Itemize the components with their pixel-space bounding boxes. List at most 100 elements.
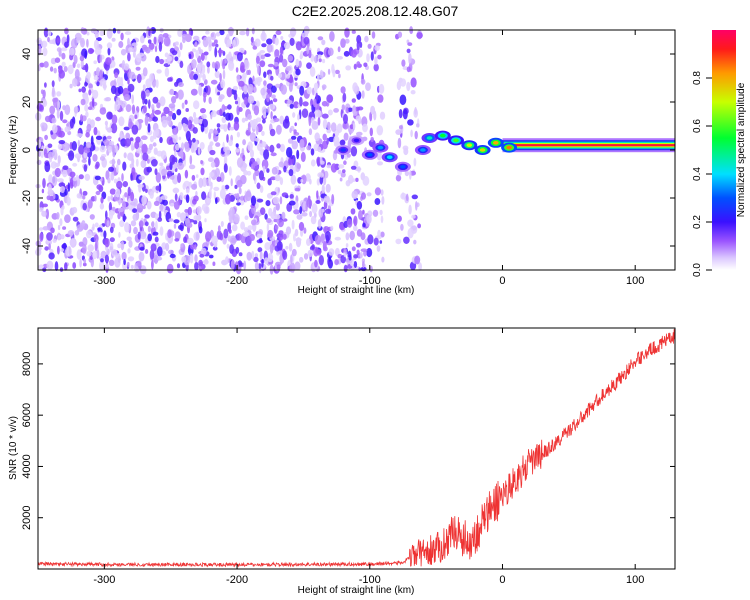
spectrogram-noise-cell bbox=[256, 143, 263, 152]
spectrogram-noise-cell bbox=[352, 111, 358, 116]
spectrogram-noise-cell bbox=[149, 135, 154, 143]
spectrogram-noise-cell bbox=[145, 89, 150, 97]
chart-title: C2E2.2025.208.12.48.G07 bbox=[292, 3, 459, 19]
spectrogram-noise-cell bbox=[315, 249, 322, 255]
spectrogram-noise-cell bbox=[190, 244, 196, 250]
spectrogram-noise-cell bbox=[72, 78, 78, 87]
spectrogram-noise-cell bbox=[61, 52, 66, 60]
spectrogram-noise-cell bbox=[263, 149, 270, 160]
colorbar-tick-label: 0.6 bbox=[692, 119, 703, 133]
spectrogram-noise-cell bbox=[229, 244, 235, 255]
spectrogram-noise-cell bbox=[82, 243, 87, 255]
spectrogram-noise-cell bbox=[69, 83, 73, 89]
spectrogram-noise-cell bbox=[270, 111, 273, 120]
spectrogram-noise-cell bbox=[106, 135, 112, 140]
spectrogram-noise-cell bbox=[351, 190, 358, 200]
spectrogram-noise-cell bbox=[314, 234, 322, 245]
spectrogram-noise-cell bbox=[151, 259, 154, 270]
spectrogram-noise-cell bbox=[291, 135, 297, 140]
spectrogram-noise-cell bbox=[136, 202, 144, 213]
spectrogram-noise-cell bbox=[279, 53, 284, 63]
spectrogram-noise-cell bbox=[374, 45, 380, 51]
spectrogram-noise-cell bbox=[194, 261, 199, 271]
spectrogram-noise-cell bbox=[168, 218, 174, 222]
spectrogram-noise-cell bbox=[96, 81, 100, 87]
spectrogram-noise-cell bbox=[46, 195, 52, 201]
spectrogram-noise-cell bbox=[97, 130, 101, 138]
spectrogram-noise-cell bbox=[192, 198, 197, 205]
spectrogram-noise-cell bbox=[326, 164, 332, 169]
spectrogram-noise-cell bbox=[64, 27, 69, 35]
spectrogram-noise-cell bbox=[187, 206, 192, 216]
spectrogram-noise-cell bbox=[210, 32, 214, 38]
spectrogram-noise-cell bbox=[321, 39, 326, 46]
spectrogram-noise-cell bbox=[184, 209, 189, 213]
spectrogram-noise-cell bbox=[212, 246, 218, 251]
spectrogram-noise-cell bbox=[311, 244, 315, 250]
spectrogram-noise-cell bbox=[144, 98, 148, 105]
spectrogram-noise-cell bbox=[236, 179, 243, 188]
spectrogram-noise-cell bbox=[105, 57, 112, 65]
spectrogram-noise-cell bbox=[162, 33, 169, 38]
spectrogram-noise-cell bbox=[286, 147, 293, 158]
spectrogram-noise-cell bbox=[188, 164, 196, 170]
spectrogram-noise-cell bbox=[295, 68, 301, 76]
spectrogram-noise-cell bbox=[76, 193, 82, 199]
spectrogram-noise-cell bbox=[50, 161, 57, 169]
spectrogram-frame bbox=[37, 29, 676, 271]
spectrogram-noise-cell bbox=[178, 224, 184, 230]
spectrogram-noise-cell bbox=[236, 105, 240, 116]
spectrogram-ridge-blob bbox=[493, 141, 499, 145]
spectrogram-noise-cell bbox=[266, 93, 270, 103]
spectrogram-noise-cell bbox=[100, 250, 107, 259]
spectrogram-noise-cell bbox=[317, 54, 322, 59]
spectrogram-noise-cell bbox=[107, 145, 112, 153]
spectrogram-noise-cell bbox=[298, 221, 305, 231]
spectrogram-noise-cell bbox=[37, 139, 42, 149]
spectrogram-noise-cell bbox=[277, 187, 280, 193]
spectrogram-noise-cell bbox=[127, 78, 130, 85]
spectrogram-noise-cell bbox=[245, 27, 250, 37]
spectrogram-noise-cell bbox=[172, 127, 179, 135]
spectrogram-noise-cell bbox=[143, 105, 147, 114]
spectrogram-noise-cell bbox=[264, 242, 271, 251]
spectrogram-noise-cell bbox=[269, 128, 276, 137]
spectrogram-noise-cell bbox=[411, 194, 418, 200]
spectrogram-noise-cell bbox=[58, 140, 66, 145]
spectrogram-noise-cell bbox=[243, 170, 249, 176]
spectrogram-noise-cell bbox=[39, 227, 43, 231]
spectrogram-noise-cell bbox=[109, 246, 113, 251]
spectrogram-noise-cell bbox=[266, 223, 270, 232]
spectrogram-noise-cell bbox=[49, 157, 52, 163]
spectrogram-noise-cell bbox=[56, 37, 61, 44]
spectrogram-noise-cell bbox=[142, 152, 149, 162]
spectrogram-noise-cell bbox=[409, 170, 412, 180]
spectrogram-noise-cell bbox=[208, 131, 212, 140]
spectrogram-noise-cell bbox=[200, 160, 204, 165]
spectrogram-noise-cell bbox=[238, 252, 243, 257]
spectrogram-noise-cell bbox=[316, 190, 319, 199]
spectrogram-noise-cell bbox=[343, 160, 347, 165]
spectrogram-noise-cell bbox=[263, 71, 267, 78]
spectrogram-noise-cell bbox=[93, 39, 99, 50]
spectrogram-noise-cell bbox=[203, 194, 207, 199]
spectrogram-noise-cell bbox=[245, 190, 252, 202]
spectrogram-noise-cell bbox=[108, 201, 112, 212]
spectrogram-noise-cell bbox=[293, 233, 296, 242]
spectrogram-noise-cell bbox=[119, 130, 123, 141]
spectrogram-noise-cell bbox=[219, 188, 226, 200]
spectrogram-noise-cell bbox=[184, 169, 189, 179]
spectrogram-noise-cell bbox=[211, 110, 217, 118]
spectrogram-noise-cell bbox=[238, 80, 245, 87]
spectrogram-noise-cell bbox=[379, 209, 383, 215]
spectrogram-noise-cell bbox=[356, 249, 360, 256]
spectrogram-noise-cell bbox=[254, 137, 260, 142]
spectrogram-noise-cell bbox=[152, 142, 157, 147]
spectrogram-noise-cell bbox=[206, 61, 211, 68]
spectrogram-noise-cell bbox=[100, 196, 104, 204]
spectrogram-noise-cell bbox=[174, 81, 179, 87]
spectrogram-noise-cell bbox=[406, 66, 411, 73]
spectrogram-noise-cell bbox=[184, 141, 190, 149]
spectrogram-x-label: Height of straight line (km) bbox=[298, 285, 415, 296]
spectrogram-noise-cell bbox=[81, 159, 87, 163]
